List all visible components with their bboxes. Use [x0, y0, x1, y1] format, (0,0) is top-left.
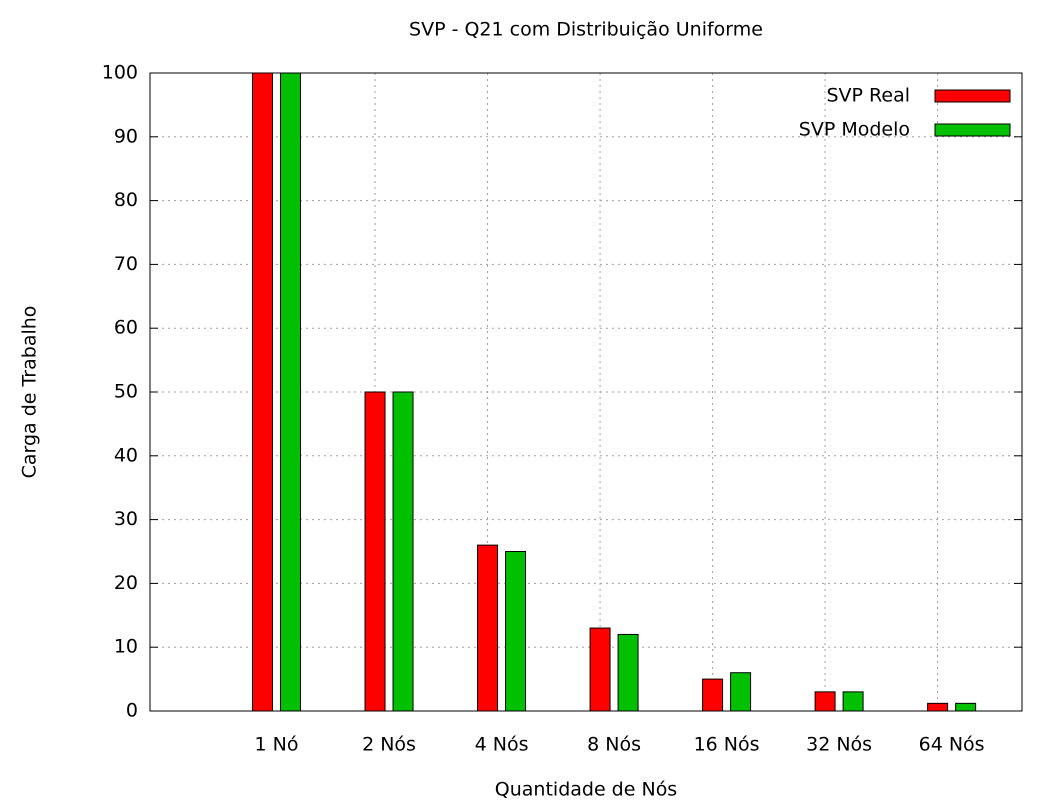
chart-title: SVP - Q21 com Distribuição Uniforme — [409, 19, 763, 41]
bar — [955, 702, 977, 712]
bar — [280, 72, 302, 712]
bar — [505, 551, 527, 712]
bar — [252, 72, 274, 712]
x-tick-label: 4 Nós — [475, 734, 529, 756]
x-tick-label: 2 Nós — [362, 734, 416, 756]
bar — [814, 691, 836, 712]
y-axis-label: Carga de Trabalho — [19, 306, 41, 479]
legend-label: SVP Real — [826, 85, 910, 107]
legend-swatch — [934, 123, 1011, 137]
x-tick-label: 16 Nós — [694, 734, 760, 756]
y-tick-label: 50 — [114, 381, 138, 403]
x-axis-label: Quantidade de Nós — [495, 779, 677, 801]
bar — [842, 691, 864, 712]
bar — [589, 627, 611, 712]
y-tick-label: 70 — [114, 253, 138, 275]
bar — [364, 391, 386, 712]
x-tick-label: 8 Nós — [587, 734, 641, 756]
y-tick-label: 90 — [114, 125, 138, 147]
x-tick-label: 1 Nó — [255, 734, 299, 756]
bar — [477, 544, 499, 712]
y-tick-label: 40 — [114, 444, 138, 466]
x-tick-label: 64 Nós — [919, 734, 985, 756]
y-tick-label: 0 — [126, 700, 138, 722]
y-tick-label: 100 — [102, 62, 138, 84]
y-tick-label: 30 — [114, 508, 138, 530]
bar — [702, 678, 724, 712]
y-tick-label: 20 — [114, 572, 138, 594]
bar — [392, 391, 414, 712]
y-tick-label: 10 — [114, 636, 138, 658]
bar — [730, 672, 752, 712]
y-tick-label: 60 — [114, 317, 138, 339]
legend-label: SVP Modelo — [799, 119, 910, 141]
bar — [927, 702, 949, 712]
x-tick-label: 32 Nós — [806, 734, 872, 756]
legend-swatch — [934, 89, 1011, 103]
bar — [617, 633, 639, 712]
plot-frame — [149, 72, 1023, 712]
y-tick-label: 80 — [114, 189, 138, 211]
